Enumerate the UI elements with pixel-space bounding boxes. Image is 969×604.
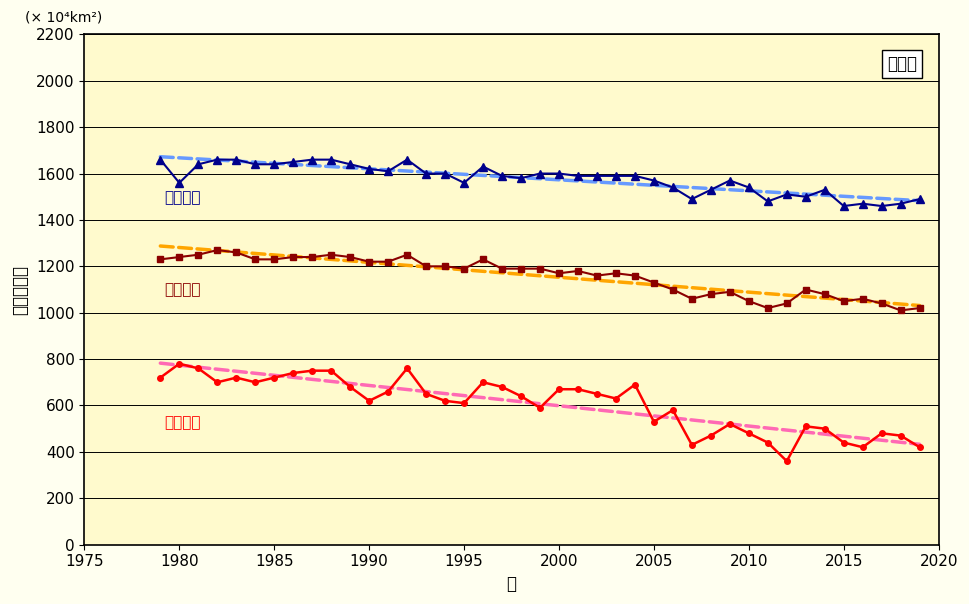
Text: 北極域: 北極域 (888, 55, 918, 73)
Text: 年最大値: 年最大値 (164, 190, 201, 205)
Text: 年平均値: 年平均値 (164, 283, 201, 298)
Text: 年最小値: 年最小値 (164, 415, 201, 429)
X-axis label: 年: 年 (507, 575, 516, 593)
Text: (× 10⁴km²): (× 10⁴km²) (24, 10, 102, 24)
Y-axis label: 海氷域面積: 海氷域面積 (11, 265, 29, 315)
